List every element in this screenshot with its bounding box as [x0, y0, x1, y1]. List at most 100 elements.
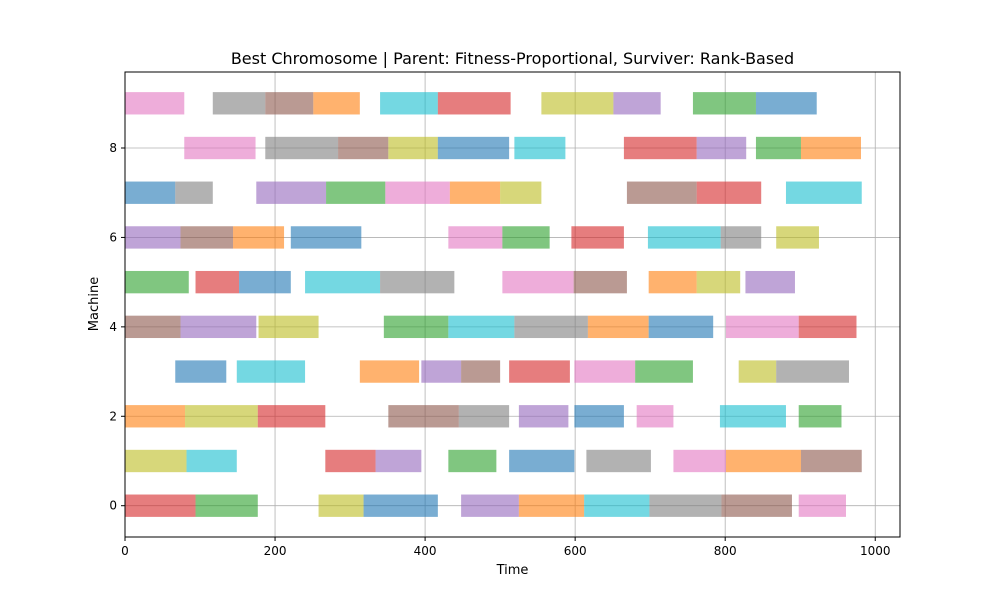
task-bar [502, 270, 574, 294]
task-bar [509, 360, 570, 383]
y-tick-label: 4 [109, 320, 117, 334]
task-bar [648, 270, 697, 294]
task-bar [125, 181, 176, 204]
task-bar [613, 92, 661, 115]
task-bar [388, 136, 438, 160]
x-tick-label: 400 [414, 544, 437, 558]
task-bar [461, 360, 501, 383]
task-bar [265, 92, 314, 115]
task-bar [514, 136, 566, 160]
task-bar [363, 494, 438, 517]
task-bar [574, 405, 624, 428]
task-bar [720, 226, 762, 249]
task-bar [502, 226, 550, 249]
task-bar [571, 226, 624, 249]
task-bar [380, 270, 455, 294]
task-bar [636, 405, 674, 428]
task-bar [458, 405, 510, 428]
task-bar [437, 136, 510, 160]
task-bar [325, 449, 376, 473]
task-bar [626, 181, 697, 204]
task-bar [125, 226, 181, 249]
x-tick-label: 1000 [860, 544, 891, 558]
task-bar [696, 136, 747, 160]
chart-title: Best Chromosome | Parent: Fitness-Propor… [231, 49, 794, 68]
task-bar [461, 494, 519, 517]
task-bar [180, 226, 234, 249]
task-bar [738, 360, 777, 383]
task-bar [696, 181, 762, 204]
task-bar [798, 315, 857, 339]
task-bar [573, 270, 627, 294]
task-bar [448, 226, 503, 249]
task-bar [755, 92, 817, 115]
task-bar [383, 315, 449, 339]
task-bar [313, 92, 360, 115]
task-bar [258, 315, 319, 339]
task-bar [125, 270, 189, 294]
task-bar [584, 494, 650, 517]
x-axis-ticks: 0 200 400 600 800 1000 [121, 537, 891, 558]
task-bar [518, 405, 569, 428]
task-bar [449, 181, 501, 204]
plot-frame [124, 71, 901, 538]
task-bar [125, 449, 187, 473]
task-bar [388, 405, 459, 428]
task-bar [185, 405, 258, 428]
task-bar [239, 270, 291, 294]
task-bar [448, 315, 515, 339]
task-bar [180, 315, 257, 339]
task-bar [541, 92, 614, 115]
task-bar [509, 449, 575, 473]
task-bar [265, 136, 339, 160]
task-bar [574, 360, 636, 383]
task-bar [125, 494, 196, 517]
task-bar [692, 92, 756, 115]
task-bar [359, 360, 420, 383]
task-bar [776, 360, 849, 383]
task-bar [500, 181, 542, 204]
x-tick-label: 600 [564, 544, 587, 558]
task-bar [233, 226, 285, 249]
task-bar [257, 405, 326, 428]
task-bar [725, 315, 799, 339]
task-bar [184, 136, 256, 160]
task-bar [785, 181, 862, 204]
task-bar [236, 360, 306, 383]
task-bar [647, 226, 721, 249]
task-bar [776, 226, 819, 249]
task-bar [318, 494, 364, 517]
task-bar [125, 405, 186, 428]
y-tick-label: 2 [109, 409, 117, 423]
task-bar [305, 270, 381, 294]
task-bar [719, 405, 786, 428]
task-bar [798, 405, 842, 428]
task-bar [586, 449, 651, 473]
x-tick-label: 200 [264, 544, 287, 558]
task-bar [338, 136, 389, 160]
task-bar [755, 136, 801, 160]
task-bar [587, 315, 649, 339]
y-tick-label: 0 [109, 499, 117, 513]
task-bar [212, 92, 266, 115]
task-bar [380, 92, 438, 115]
task-bar [745, 270, 795, 294]
task-bar [125, 92, 185, 115]
task-bar [448, 449, 497, 473]
task-bar [290, 226, 362, 249]
task-bar [421, 360, 462, 383]
y-tick-label: 8 [109, 141, 117, 155]
task-bar [195, 270, 240, 294]
task-bars [125, 92, 862, 517]
task-bar [725, 449, 801, 473]
task-bar [798, 494, 846, 517]
task-bar [125, 315, 181, 339]
task-bar [721, 494, 792, 517]
y-tick-label: 6 [109, 230, 117, 244]
task-bar [514, 315, 588, 339]
task-bar [673, 449, 726, 473]
x-axis-label: Time [496, 563, 529, 578]
task-bar [186, 449, 237, 473]
task-bar [800, 449, 862, 473]
